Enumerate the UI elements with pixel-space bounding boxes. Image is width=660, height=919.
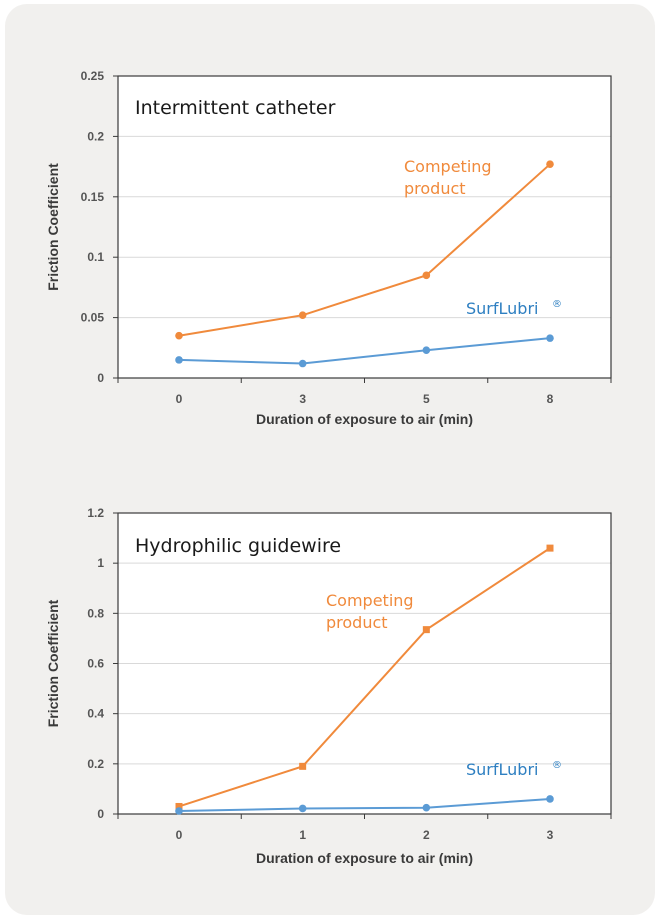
data-point <box>175 356 183 364</box>
data-point <box>175 331 183 340</box>
x-tick-label: 3 <box>547 828 554 842</box>
y-tick-label: 0 <box>97 807 104 821</box>
x-axis-label: Duration of exposure to air (min) <box>256 850 473 866</box>
y-tick-label: 0.6 <box>87 657 104 671</box>
data-point <box>422 271 431 280</box>
y-tick-label: 0.1 <box>87 250 104 264</box>
data-point <box>546 795 554 803</box>
chart-2: 0 0.2 0.4 0.6 0.8 1 1.2 0 1 2 3 Duration of exposur… <box>45 506 612 866</box>
y-tick-label: 0.05 <box>81 311 105 325</box>
series-line-surflubri <box>178 797 551 812</box>
chart-title: Hydrophilic guidewire <box>135 535 341 557</box>
x-tick-label: 5 <box>423 392 430 406</box>
x-tick-label: 0 <box>176 828 183 842</box>
y-tick-label: 0.2 <box>87 757 104 771</box>
y-tick-label: 1.2 <box>87 506 104 520</box>
data-point <box>422 346 431 355</box>
y-tick-label: 1 <box>97 556 104 570</box>
competing-label: product <box>326 613 388 632</box>
x-tick-label: 0 <box>176 392 183 406</box>
competing-label: Competing <box>404 157 492 176</box>
surflubri-label-sup: ® <box>552 760 562 771</box>
y-axis-label: Friction Coefficient <box>45 163 61 291</box>
x-axis-label: Duration of exposure to air (min) <box>256 411 473 427</box>
data-point <box>175 802 183 810</box>
data-point <box>422 803 431 812</box>
y-tick-label: 0.25 <box>81 69 105 83</box>
series-line-competing <box>178 163 551 337</box>
surflubri-label: SurfLubri <box>466 760 538 779</box>
data-point <box>175 807 183 815</box>
y-tick-label: 0.4 <box>87 707 104 721</box>
surflubri-label: SurfLubri <box>466 299 538 318</box>
data-point <box>298 359 307 368</box>
chart-1: 0 0.05 0.1 0.15 0.2 0.25 0 3 5 8 Duration of expos… <box>45 69 612 427</box>
x-tick-label: 1 <box>299 828 306 842</box>
x-tick-label: 3 <box>299 392 306 406</box>
y-axis-label: Friction Coefficient <box>45 599 61 727</box>
competing-label: Competing <box>326 591 414 610</box>
y-tick-label: 0 <box>97 371 104 385</box>
data-point <box>546 544 554 552</box>
y-tick-label: 0.2 <box>87 129 104 143</box>
series-line-competing <box>178 547 551 808</box>
y-tick-label: 0.8 <box>87 606 104 620</box>
series-line-surflubri <box>178 337 551 365</box>
plot-area <box>118 76 611 378</box>
y-tick-label: 0.15 <box>81 190 105 204</box>
data-point <box>298 804 307 813</box>
surflubri-label-sup: ® <box>552 299 562 310</box>
chart-title: Intermittent catheter <box>135 97 336 119</box>
data-point <box>422 626 430 634</box>
x-tick-label: 8 <box>547 392 554 406</box>
data-point <box>299 762 307 770</box>
data-point <box>546 334 554 342</box>
competing-label: product <box>404 179 466 198</box>
x-tick-label: 2 <box>423 828 430 842</box>
data-point <box>298 311 307 319</box>
data-point <box>546 160 554 168</box>
